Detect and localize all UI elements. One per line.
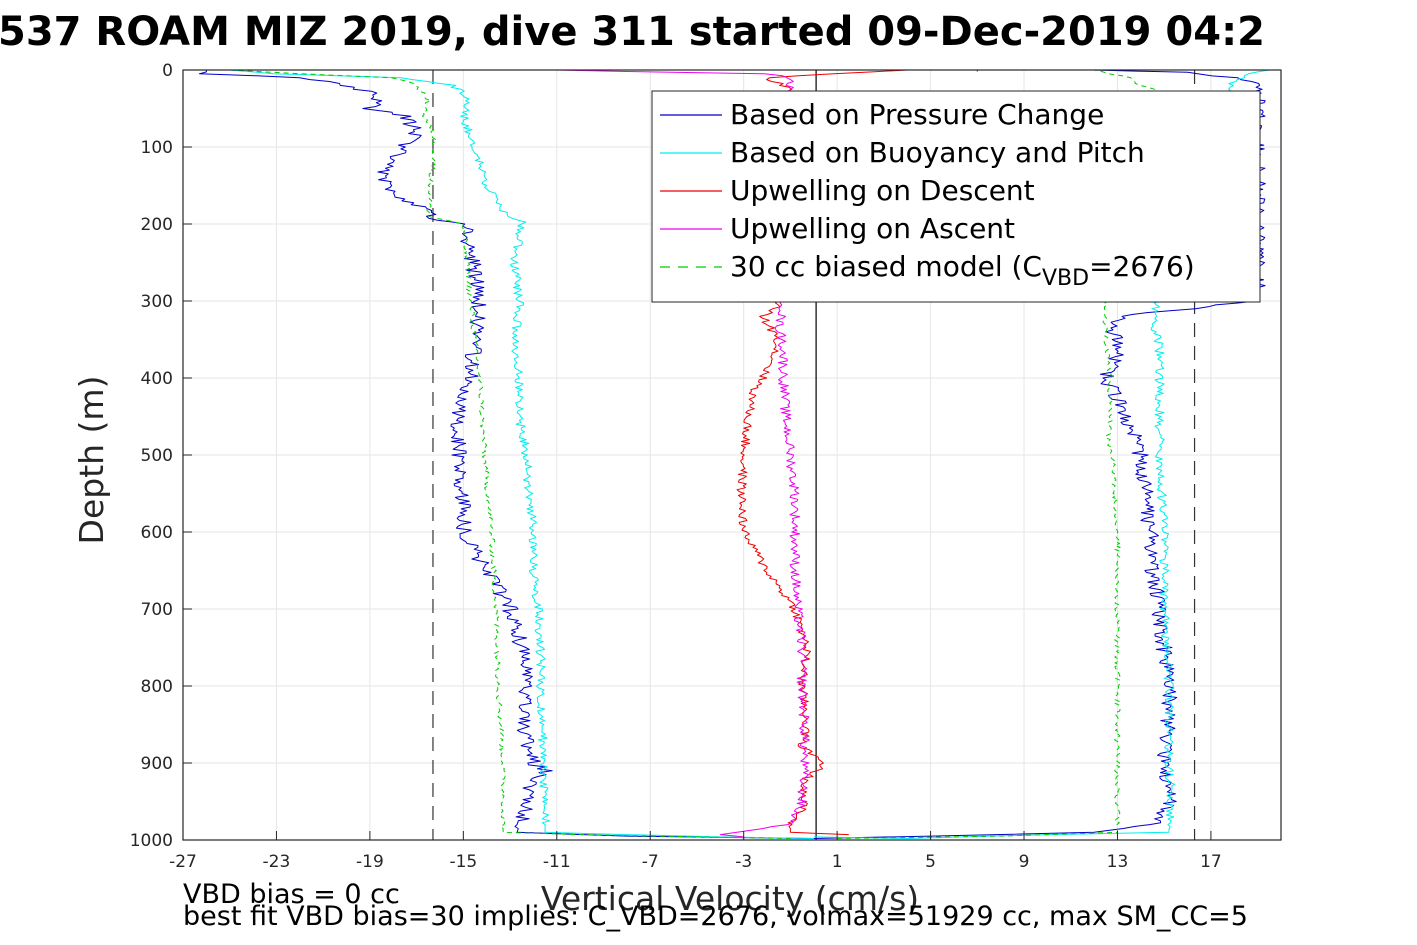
- legend-label: Based on Pressure Change: [730, 98, 1104, 131]
- x-axis-title: Vertical Velocity (cm/s): [541, 879, 919, 918]
- y-tick-label: 200: [141, 215, 173, 235]
- y-tick-label: 100: [141, 138, 173, 158]
- legend-label: Based on Buoyancy and Pitch: [730, 136, 1145, 169]
- series-line: [229, 69, 814, 839]
- x-tick-label: -7: [642, 852, 659, 872]
- x-tick-label: 1: [832, 852, 843, 872]
- y-tick-label: 700: [141, 600, 173, 620]
- legend-label: Upwelling on Ascent: [730, 212, 1015, 245]
- y-tick-label: 1000: [130, 831, 173, 851]
- x-tick-label: 17: [1200, 852, 1222, 872]
- x-tick-label: 9: [1019, 852, 1030, 872]
- x-tick-label: -19: [356, 852, 384, 872]
- x-tick-label: -23: [263, 852, 291, 872]
- y-tick-label: 300: [141, 292, 173, 312]
- y-tick-label: 400: [141, 369, 173, 389]
- vbd-bias-note: VBD bias = 0 cc: [183, 879, 400, 910]
- legend: Based on Pressure Change Based on Buoyanc…: [651, 90, 1261, 303]
- y-tick-label: 600: [141, 523, 173, 543]
- y-tick-label: 800: [141, 677, 173, 697]
- series-line: [198, 70, 814, 839]
- legend-label: Upwelling on Descent: [730, 174, 1035, 207]
- x-tick-label: -15: [449, 852, 477, 872]
- axis-ticks: -27 -23 -19 -15 -11 -7 -3 1 5 9 13 17 0 100 200 300 400 5…: [130, 61, 1222, 872]
- series-line: [229, 69, 791, 839]
- y-tick-label: 0: [162, 61, 173, 81]
- x-tick-label: -27: [169, 852, 197, 872]
- best-fit-note: best fit VBD bias=30 implies: C_VBD=2676…: [183, 901, 1248, 932]
- legend-box: [651, 90, 1261, 303]
- x-tick-label: -3: [735, 852, 752, 872]
- y-tick-label: 500: [141, 446, 173, 466]
- y-axis-title: Depth (m): [72, 376, 111, 545]
- x-tick-label: 13: [1107, 852, 1129, 872]
- x-tick-label: -11: [543, 852, 571, 872]
- y-tick-label: 900: [141, 754, 173, 774]
- x-tick-label: 5: [925, 852, 936, 872]
- chart-title: 537 ROAM MIZ 2019, dive 311 started 09-D…: [0, 9, 1265, 55]
- legend-label: 30 cc biased model (CVBD=2676): [730, 250, 1195, 291]
